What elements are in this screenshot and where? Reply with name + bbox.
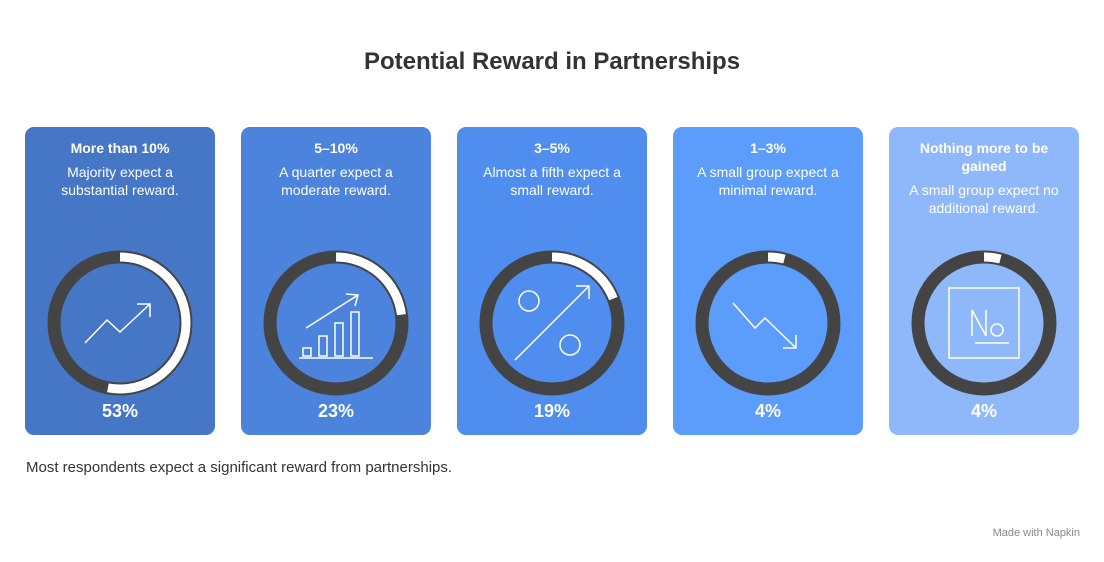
card: 1–3% A small group expect a minimal rewar… (673, 127, 863, 435)
icon (514, 285, 590, 361)
icon (84, 303, 151, 344)
ring-track (695, 250, 841, 396)
card: 3–5% Almost a fifth expect a small reward… (457, 127, 647, 435)
icon (732, 302, 797, 349)
ring-track (911, 250, 1057, 396)
ring (911, 250, 1057, 396)
ring (479, 250, 625, 396)
value-label: 53% (101, 401, 139, 421)
card: 5–10% A quarter expect a moderate reward.… (241, 127, 431, 435)
title: Potential Reward in Partnerships (363, 48, 741, 75)
card-label: 3–5% (534, 140, 570, 156)
ring-arc (481, 252, 623, 394)
card-description: A quarter expect a moderate reward. (279, 164, 393, 198)
card-description: A small group expect a minimal reward. (697, 164, 839, 198)
ring-arc (265, 252, 407, 394)
card: More than 10% Majority expect a substanti… (25, 127, 215, 435)
value-label: 4% (754, 401, 781, 421)
watermark: Made with Napkin (992, 527, 1080, 539)
ring-arc (697, 252, 839, 394)
card-label: 1–3% (750, 140, 786, 156)
value-label: 23% (317, 401, 355, 421)
ring (695, 250, 841, 396)
card-label: Nothing more to be gained (919, 140, 1049, 174)
icon (299, 293, 373, 359)
card-description: Almost a fifth expect a small reward. (483, 164, 621, 198)
ring (47, 250, 193, 396)
card-description: A small group expect no additional rewar… (909, 182, 1059, 216)
card-label: More than 10% (70, 140, 170, 156)
value-label: 19% (533, 401, 571, 421)
icon (948, 287, 1020, 359)
card-label: 5–10% (314, 140, 358, 156)
card: Nothing more to be gained A small group e… (889, 127, 1079, 435)
card-description: Majority expect a substantial reward. (61, 164, 179, 198)
footnote: Most respondents expect a significant re… (26, 459, 453, 476)
ring-arc (49, 252, 191, 394)
value-label: 4% (970, 401, 997, 421)
ring-arc (913, 252, 1055, 394)
ring (263, 250, 409, 396)
